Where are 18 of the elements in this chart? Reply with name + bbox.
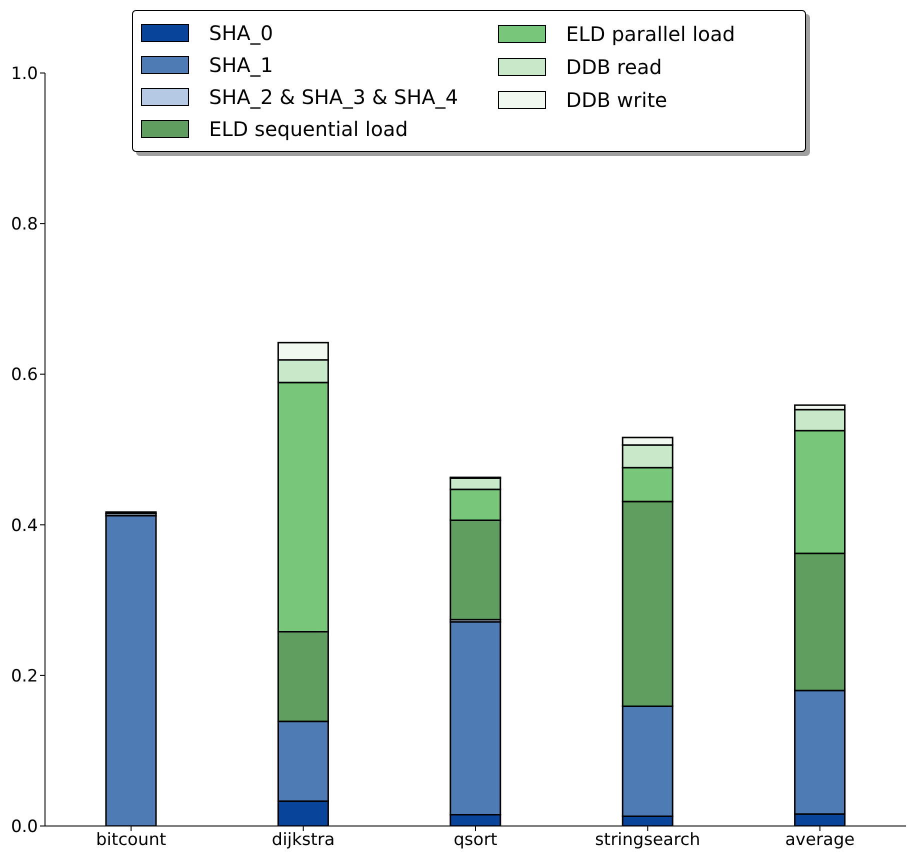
y-tick-label: 0.4 [10, 516, 38, 536]
legend-label: SHA_2 & SHA_3 & SHA_4 [209, 85, 458, 109]
legend-label: SHA_0 [209, 21, 274, 45]
legend-label: ELD sequential load [209, 117, 408, 141]
x-tick-label: qsort [454, 830, 498, 850]
y-tick-label: 0.8 [10, 214, 38, 235]
x-tick-label: stringsearch [595, 830, 700, 850]
y-tick-label: 0.0 [10, 817, 38, 838]
x-tick-label: bitcount [96, 830, 166, 850]
legend-label: DDB read [566, 54, 662, 78]
y-tick-label: 0.6 [10, 365, 38, 386]
legend-label: SHA_1 [209, 53, 274, 77]
x-tick-label: dijkstra [272, 830, 335, 850]
legend-label: DDB write [566, 88, 668, 112]
y-tick-label: 1.0 [10, 64, 38, 84]
x-tick-label: average [785, 830, 855, 850]
y-tick-label: 0.2 [10, 666, 38, 686]
legend-label: ELD parallel load [566, 22, 736, 46]
